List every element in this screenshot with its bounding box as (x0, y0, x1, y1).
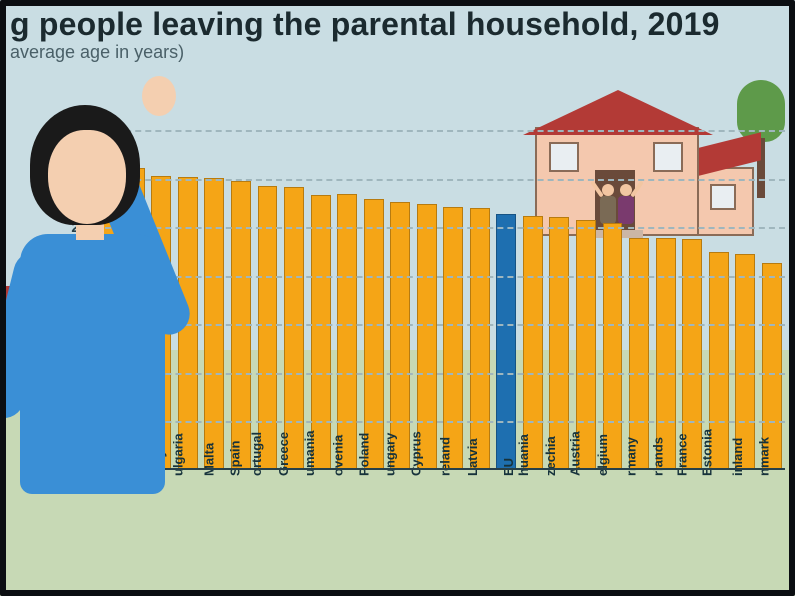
person-face (48, 130, 126, 224)
bar-fill (364, 199, 384, 470)
bar-denmark: nmark (762, 130, 782, 470)
bar-ireland: reland (443, 130, 463, 470)
bar-estonia: Estonia (709, 130, 729, 470)
bar-hungary: ungary (390, 130, 410, 470)
bar-lithuania: huania (523, 130, 543, 470)
bar-poland: Poland (364, 130, 384, 470)
bar-germany: rmany (629, 130, 649, 470)
x-tick-label: rmany (620, 437, 639, 476)
bar-france: France (682, 130, 702, 470)
bar-finland: inland (735, 130, 755, 470)
chart-plot-area: CroatiaovakiaItalyulgariaMaltaSpainortug… (95, 130, 785, 470)
gridline (95, 227, 785, 229)
person-torso (20, 234, 165, 494)
bar-austria: Austria (576, 130, 596, 470)
bar-eu: EU (496, 130, 516, 470)
bar-fill (417, 204, 437, 470)
gridline (95, 130, 785, 132)
bar-fill (311, 195, 331, 470)
bar-fill (603, 223, 623, 470)
title-prefix-cut: g (10, 6, 39, 42)
house-roof (523, 90, 713, 135)
bar-fill (443, 207, 463, 470)
bar-fill (284, 187, 304, 470)
x-tick-label: nmark (752, 437, 771, 476)
bar-czechia: zechia (549, 130, 569, 470)
x-tick-label: Malta (198, 443, 217, 476)
x-tick-label: rlands (646, 437, 665, 476)
infographic-stage: g people leaving the parental household,… (0, 0, 795, 596)
bar-fill (390, 202, 410, 470)
gridline (95, 179, 785, 181)
bar-portugal: ortugal (258, 130, 278, 470)
bars-container: CroatiaovakiaItalyulgariaMaltaSpainortug… (95, 130, 785, 470)
bar-belgium: elgium (603, 130, 623, 470)
bar-fill (523, 216, 543, 470)
bar-greece: Greece (284, 130, 304, 470)
bar-slovenia: ovenia (337, 130, 357, 470)
person-hand (142, 76, 176, 116)
bar-netherlands: rlands (656, 130, 676, 470)
page-subtitle: average age in years) (10, 42, 184, 63)
bar-fill (470, 208, 490, 470)
title-text: people leaving the parental household, 2… (39, 6, 720, 42)
young-person-illustration (0, 80, 180, 596)
gridline (95, 421, 785, 423)
gridline (95, 276, 785, 278)
x-tick-label: Latvia (461, 438, 480, 476)
x-tick-label: reland (434, 437, 453, 476)
x-tick-label: zechia (540, 436, 559, 476)
bar-latvia: Latvia (470, 130, 490, 470)
bar-fill (337, 194, 357, 470)
bar-spain: Spain (231, 130, 251, 470)
page-title: g people leaving the parental household,… (10, 6, 720, 43)
x-axis-baseline (95, 468, 785, 470)
bar-romania: umania (311, 130, 331, 470)
bar-malta: Malta (204, 130, 224, 470)
bar-fill (629, 238, 649, 470)
x-tick-label: inland (726, 438, 745, 476)
bar-fill (496, 214, 516, 471)
bar-cyprus: Cyprus (417, 130, 437, 470)
gridline (95, 324, 785, 326)
x-tick-label: Spain (223, 441, 242, 476)
gridline (95, 373, 785, 375)
